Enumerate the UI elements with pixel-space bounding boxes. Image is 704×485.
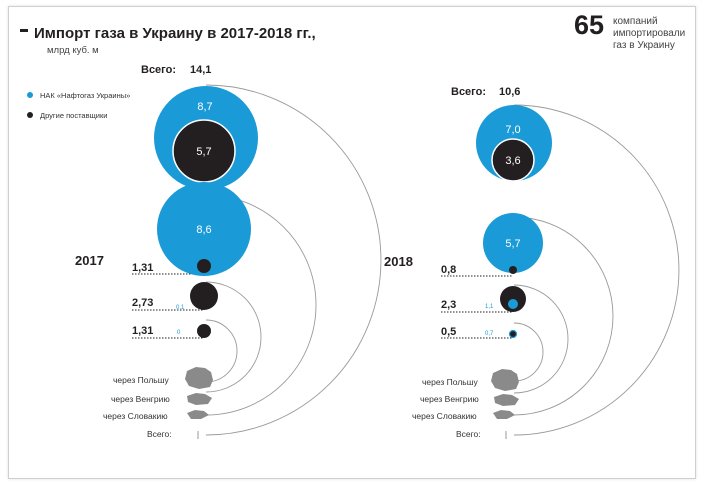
legend-others-swatch bbox=[27, 112, 33, 118]
total-label-2017: Всего: bbox=[141, 64, 176, 76]
bubble-2017-others-hungary bbox=[190, 282, 218, 310]
naftogaz-2018-hungary: 1,1 bbox=[485, 304, 494, 310]
total-value-2017: 14,1 bbox=[190, 64, 211, 76]
arc-2018-poland bbox=[513, 322, 544, 382]
slovakia-map-icon bbox=[493, 410, 515, 419]
companies-text-1: компаний bbox=[613, 16, 658, 27]
bubble-2017-others-slovakia bbox=[197, 324, 211, 338]
arc-2018-slovakia bbox=[513, 216, 614, 416]
route-label-slovakia-2017: через Словакию bbox=[103, 411, 168, 421]
infographic-frame bbox=[8, 6, 696, 479]
arc-2017-slovakia bbox=[205, 194, 317, 416]
arc-2017-total bbox=[205, 84, 382, 436]
bubble-2018-slovakia bbox=[508, 329, 518, 339]
route-label-total-2017: Всего: bbox=[147, 429, 172, 439]
bubble-2018-others-poland bbox=[509, 266, 517, 274]
hungary-map-icon bbox=[187, 393, 212, 405]
slovakia-map-icon bbox=[187, 410, 209, 419]
value-2017-naftogaz-routes: 8,6 bbox=[196, 224, 211, 236]
route-label-slovakia-2018: через Словакию bbox=[412, 411, 477, 421]
companies-text-3: газ в Украину bbox=[613, 40, 675, 51]
arc-2018-hungary bbox=[513, 284, 569, 394]
total-label-2018: Всего: bbox=[451, 86, 486, 98]
route-label-hungary-2017: через Венгрию bbox=[111, 394, 170, 404]
companies-text-2: импортировали bbox=[613, 28, 685, 39]
poland-map-icon bbox=[491, 369, 519, 391]
value-2017-slovakia: 1,31 bbox=[132, 325, 153, 337]
title-marker bbox=[20, 29, 28, 32]
route-label-hungary-2018: через Венгрию bbox=[420, 394, 479, 404]
arc-2017-hungary bbox=[205, 281, 262, 393]
hungary-map-icon bbox=[494, 394, 519, 406]
value-2018-others-total: 3,6 bbox=[505, 155, 520, 167]
year-2018: 2018 bbox=[384, 254, 413, 269]
companies-count: 65 bbox=[574, 10, 604, 40]
value-2018-hungary: 2,3 bbox=[441, 299, 456, 311]
value-2018-naftogaz-total: 7,0 bbox=[505, 124, 520, 136]
legend-others-label: Другие поставщики bbox=[40, 111, 107, 120]
arc-2017-poland bbox=[205, 319, 238, 383]
value-2017-naftogaz-total: 8,7 bbox=[197, 101, 212, 113]
value-2018-poland: 0,8 bbox=[441, 264, 456, 276]
route-label-poland-2017: через Польшу bbox=[113, 375, 170, 385]
value-2017-poland: 1,31 bbox=[132, 262, 153, 274]
legend-naftogaz-label: НАК «Нафтогаз Украины» bbox=[40, 91, 130, 100]
bubble-2018-naftogaz-routes bbox=[483, 213, 543, 273]
legend-naftogaz-swatch bbox=[27, 92, 33, 98]
bubble-2018-naftogaz-hungary bbox=[508, 299, 518, 309]
naftogaz-2017-slovakia: 0 bbox=[177, 330, 181, 336]
bubble-2017-others-poland bbox=[197, 259, 211, 273]
value-2017-hungary: 2,73 bbox=[132, 297, 153, 309]
value-2018-slovakia: 0,5 bbox=[441, 326, 456, 338]
route-label-total-2018: Всего: bbox=[456, 429, 481, 439]
route-arcs bbox=[205, 84, 680, 436]
bubble-2017-naftogaz-routes bbox=[157, 182, 251, 276]
value-2018-naftogaz-routes: 5,7 bbox=[505, 238, 520, 250]
arc-2018-total bbox=[513, 104, 680, 436]
value-2017-others-total: 5,7 bbox=[196, 146, 211, 158]
unit-label: млрд куб. м bbox=[47, 45, 99, 56]
naftogaz-2018-slovakia: 0,7 bbox=[485, 331, 494, 337]
poland-map-icon bbox=[185, 367, 213, 389]
naftogaz-2017-hungary: 0,1 bbox=[176, 305, 185, 311]
route-label-poland-2018: через Польшу bbox=[422, 377, 479, 387]
year-2017: 2017 bbox=[75, 253, 104, 268]
total-value-2018: 10,6 bbox=[499, 86, 520, 98]
bubble-2018-others-total bbox=[491, 138, 535, 182]
chart-title: Импорт газа в Украину в 2017-2018 гг., bbox=[34, 25, 316, 42]
